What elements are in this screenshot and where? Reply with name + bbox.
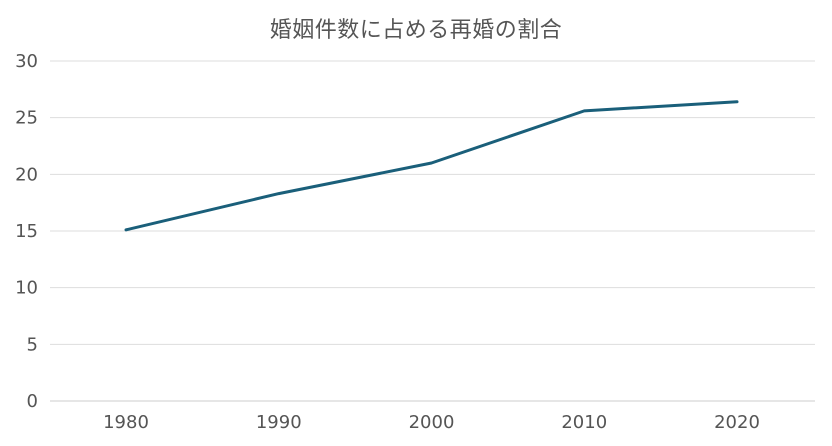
x-tick-label: 1990	[256, 412, 302, 433]
y-tick-label: 15	[15, 221, 38, 242]
y-tick-label: 10	[15, 278, 38, 299]
y-tick-label: 30	[15, 51, 38, 72]
x-tick-label: 2000	[409, 412, 455, 433]
y-tick-label: 20	[15, 164, 38, 185]
x-tick-label: 1980	[103, 412, 149, 433]
x-tick-label: 2010	[561, 412, 607, 433]
x-tick-label: 2020	[714, 412, 760, 433]
series-group	[124, 100, 739, 232]
y-axis-ticks: 0 5 10 15 20 25 30	[15, 51, 38, 412]
y-tick-label: 0	[27, 391, 38, 412]
series-line	[124, 100, 739, 232]
y-tick-label: 5	[27, 334, 38, 355]
y-tick-label: 25	[15, 108, 38, 129]
x-axis-ticks: 1980 1990 2000 2010 2020	[103, 412, 760, 433]
chart-title: 婚姻件数に占める再婚の割合	[269, 18, 563, 43]
gridlines	[50, 60, 815, 402]
